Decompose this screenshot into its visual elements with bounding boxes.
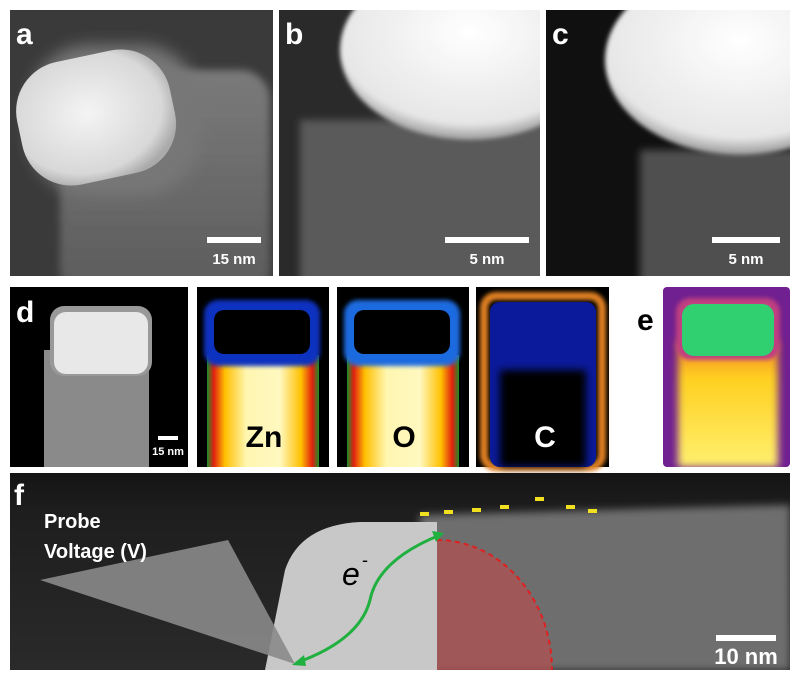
scale-bar-label: 5 nm [469,251,504,268]
panel-label: d [16,296,34,329]
panel-a [10,10,273,276]
map-o: O [337,287,469,467]
element-label: O [392,421,415,454]
panel-e: e [637,287,790,467]
map-c: C [476,287,609,471]
panel-label: a [16,18,33,51]
element-label: C [534,421,556,454]
panel-f [10,473,790,670]
panel-label: b [285,18,303,51]
scale-bar-label: 15 nm [152,446,184,458]
electron-label: e [342,556,360,592]
panel-label: e [637,304,654,337]
element-label: Zn [246,421,283,454]
scale-bar-label: 10 nm [714,644,778,669]
panel-label: c [552,18,569,51]
panel-label: f [14,479,25,512]
scale-bar-label: 5 nm [728,251,763,268]
panel-c [546,10,790,276]
electron-charge: - [362,550,368,570]
probe-label: Voltage (V) [44,541,147,563]
panel-d: d 15 nm [10,287,188,467]
probe-label: Probe [44,511,101,533]
scale-bar-label: 15 nm [212,251,255,268]
panel-b [279,10,540,276]
map-zn: Zn [197,287,329,467]
